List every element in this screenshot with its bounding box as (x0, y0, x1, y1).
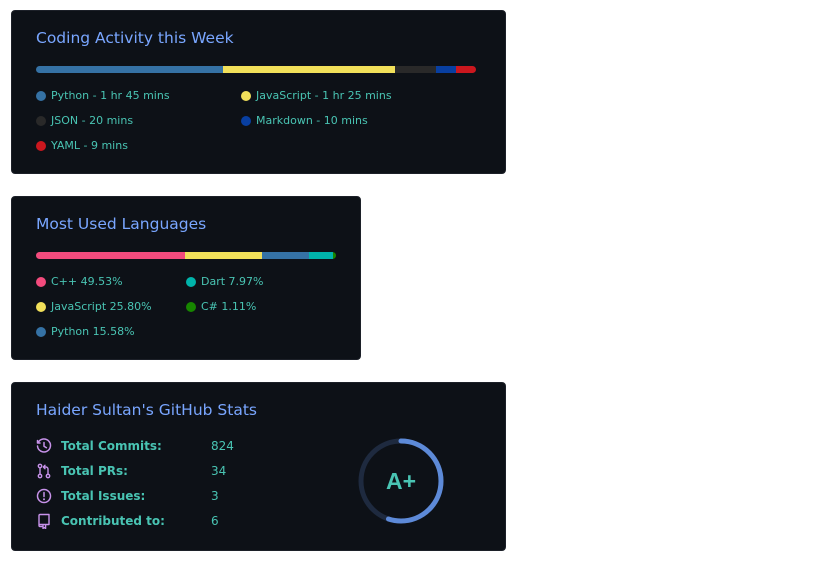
legend-item: YAML - 9 mins (36, 139, 128, 152)
legend-dot (186, 301, 196, 312)
coding-activity-title: Coding Activity this Week (36, 29, 234, 47)
stat-label: Contributed to: (61, 514, 165, 528)
stat-row-prs: Total PRs: 34 (36, 462, 226, 480)
legend-item: Python - 1 hr 45 mins (36, 89, 170, 102)
legend-label: JavaScript - 1 hr 25 mins (256, 89, 392, 102)
languages-title: Most Used Languages (36, 215, 207, 233)
stat-value: 6 (211, 514, 219, 528)
coding-activity-bar (36, 66, 476, 73)
history-icon (36, 438, 52, 453)
language-segment (332, 252, 336, 259)
language-segment (261, 252, 309, 259)
stat-value: 824 (211, 439, 234, 453)
legend-dot (36, 276, 46, 287)
legend-label: C# 1.11% (201, 300, 257, 313)
stat-label: Total PRs: (61, 464, 128, 478)
legend-label: JSON - 20 mins (51, 114, 134, 127)
legend-dot (241, 115, 251, 126)
stat-value: 34 (211, 464, 227, 478)
legend-dot (36, 115, 46, 126)
stat-row-commits: Total Commits: 824 (36, 437, 234, 455)
legend-item: Dart 7.97% (186, 275, 264, 288)
coding-activity-card: Coding Activity this Week Python - 1 hr … (11, 10, 506, 174)
grade-progress-arc (358, 438, 444, 524)
legend-dot (36, 301, 46, 312)
legend-dot (186, 276, 196, 287)
legend-label: YAML - 9 mins (51, 139, 128, 152)
legend-label: Dart 7.97% (201, 275, 264, 288)
legend-item: JavaScript 25.80% (36, 300, 152, 313)
github-stats-card: Haider Sultan's GitHub Stats Total Commi… (11, 382, 506, 551)
stat-row-contributed: Contributed to: 6 (36, 512, 219, 530)
activity-segment (223, 66, 396, 73)
repo-icon (38, 513, 50, 529)
legend-label: JavaScript 25.80% (51, 300, 152, 313)
stat-value: 3 (211, 489, 219, 503)
legend-label: Markdown - 10 mins (256, 114, 368, 127)
activity-segment (455, 66, 476, 73)
legend-item: C++ 49.53% (36, 275, 123, 288)
legend-item: JavaScript - 1 hr 25 mins (241, 89, 392, 102)
legend-item: C# 1.11% (186, 300, 256, 313)
languages-bar (36, 252, 336, 259)
legend-dot (36, 90, 46, 101)
legend-label: C++ 49.53% (51, 275, 123, 288)
issue-icon (36, 488, 52, 504)
legend-dot (36, 140, 46, 151)
grade-ring: A+ (358, 438, 444, 524)
activity-segment (435, 66, 456, 73)
stat-label: Total Commits: (61, 439, 162, 453)
language-segment (308, 252, 333, 259)
legend-item: JSON - 20 mins (36, 114, 133, 127)
legend-dot (241, 90, 251, 101)
pull-request-icon (37, 463, 51, 479)
stat-label: Total Issues: (61, 489, 146, 503)
activity-segment (36, 66, 223, 73)
legend-label: Python 15.58% (51, 325, 135, 338)
github-stats-title: Haider Sultan's GitHub Stats (36, 401, 257, 419)
activity-segment (395, 66, 436, 73)
languages-card: Most Used Languages C++ 49.53% JavaScript… (11, 196, 361, 360)
language-segment (184, 252, 262, 259)
legend-dot (36, 326, 46, 337)
stat-row-issues: Total Issues: 3 (36, 487, 219, 505)
legend-label: Python - 1 hr 45 mins (51, 89, 170, 102)
language-segment (36, 252, 185, 259)
grade-text: A+ (386, 468, 416, 494)
legend-item: Python 15.58% (36, 325, 135, 338)
legend-item: Markdown - 10 mins (241, 114, 368, 127)
